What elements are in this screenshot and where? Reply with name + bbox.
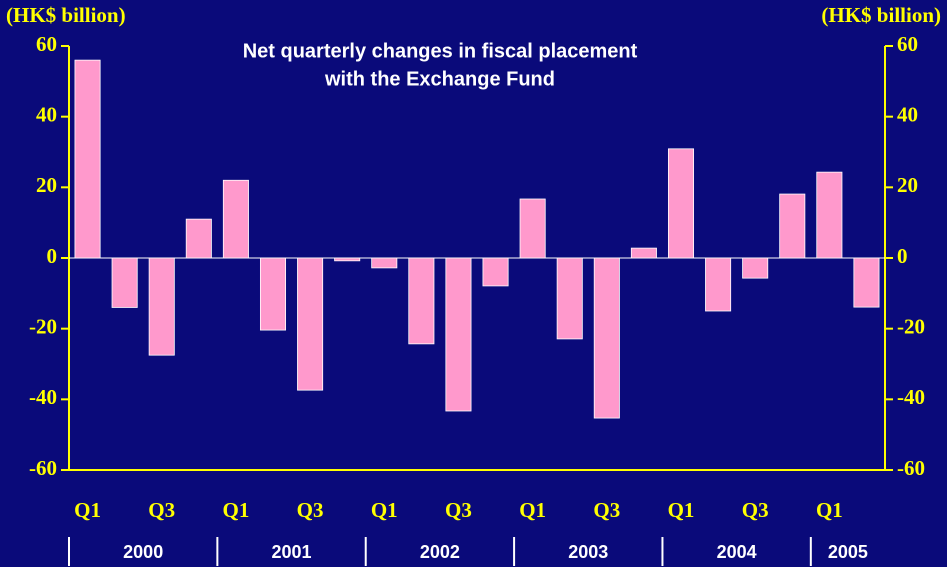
bar [742,257,769,279]
year-label: 2003 [568,542,608,562]
bar [556,257,583,340]
x-tick-label: Q3 [593,498,620,522]
bar [334,257,361,262]
bar [779,193,806,259]
bar [259,257,287,331]
y2-tick-label: 60 [897,32,918,56]
bar [519,198,546,259]
bar [408,257,435,345]
y2-tick-label: 20 [897,173,918,197]
y-tick-label: 20 [36,173,57,197]
y-axis-label: (HK$ billion) [6,3,126,27]
bar [593,257,620,419]
year-label: 2002 [420,542,460,562]
x-tick-label: Q1 [816,498,843,522]
y-tick-label: -60 [29,456,57,480]
bar [445,257,472,412]
bar [74,59,101,259]
x-tick-label: Q1 [371,498,398,522]
bar [148,257,175,356]
bar [482,257,509,287]
y-tick-label: 40 [36,102,57,126]
x-tick-label: Q1 [74,498,101,522]
y2-tick-label: 40 [897,102,918,126]
x-tick-label: Q3 [148,498,175,522]
y-tick-label: 0 [47,244,58,268]
y-tick-label: -40 [29,385,57,409]
x-tick-label: Q3 [297,498,324,522]
bar [371,257,398,269]
y2-tick-label: -60 [897,456,925,480]
bar [630,247,657,259]
x-tick-label: Q3 [445,498,472,522]
y2-tick-label: 0 [897,244,908,268]
year-label: 2004 [717,542,757,562]
x-tick-label: Q1 [668,498,695,522]
bar [222,179,249,259]
bar [111,257,138,308]
bar [667,148,695,259]
x-tick-label: Q1 [519,498,546,522]
y2-tick-label: -20 [897,314,925,338]
bar [297,257,324,391]
chart-title: with the Exchange Fund [324,68,555,90]
bar [185,218,212,259]
x-tick-label: Q1 [222,498,249,522]
y-tick-label: 60 [36,32,57,56]
bar [816,171,843,259]
bar [705,257,732,312]
chart-title: Net quarterly changes in fiscal placemen… [243,40,638,62]
year-label: 2005 [828,542,868,562]
x-tick-label: Q3 [742,498,769,522]
year-label: 2001 [272,542,312,562]
y2-axis-label: (HK$ billion) [821,3,941,27]
y2-tick-label: -40 [897,385,925,409]
y-tick-label: -20 [29,314,57,338]
bar [853,257,880,308]
year-label: 2000 [123,542,163,562]
